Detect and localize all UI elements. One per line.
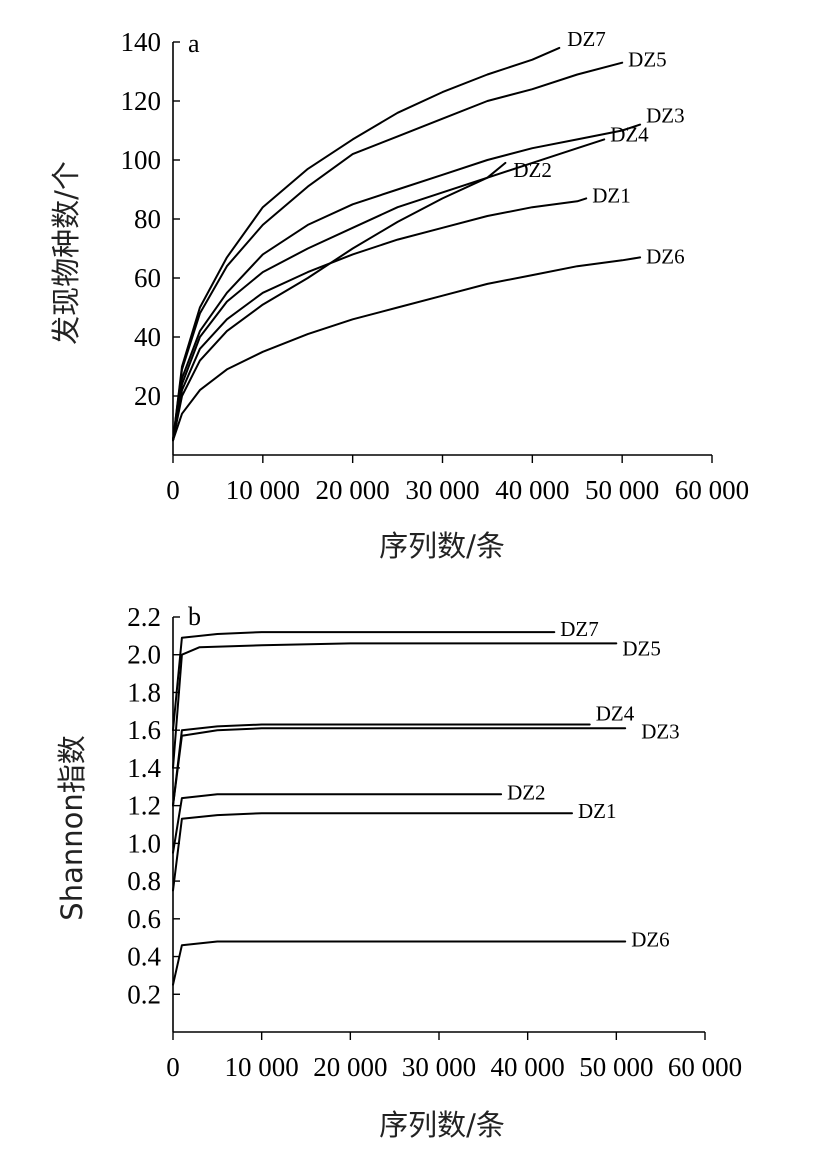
panel-b-series-line-dz3: [172, 727, 627, 807]
panel-b-y-tick-label: 0.8: [127, 866, 161, 896]
panel-a-series-line-dz4: [172, 138, 606, 442]
panel-b-y-tick-label: 1.6: [127, 715, 161, 745]
panel-a-y-tick-label: 60: [134, 263, 161, 293]
panel-a-series-line-dz7: [172, 46, 561, 442]
panel-b-x-ticks: 0 10 000 20 000 30 000 40 000 50 000 60 000: [166, 1032, 742, 1082]
panel-a-y-ticks: 20 40 60 80 100 120 140: [121, 27, 180, 411]
panel-b-shannon-chart: b 序列数/条 Shannon指数 0.2 0.4 0.6 0.8 1.0 1.2 1.4 1…: [55, 602, 742, 1142]
panel-a-series-line-dz3: [172, 123, 642, 442]
panel-a-x-tick-label: 60 000: [675, 475, 749, 505]
panel-a-series-label-dz1: DZ1: [592, 183, 631, 207]
panel-b-y-tick-label: 2.0: [127, 640, 161, 670]
panel-b-x-tick-label: 0: [166, 1052, 180, 1082]
panel-b-series-label-dz4: DZ4: [596, 702, 635, 726]
panel-a-y-tick-label: 100: [121, 145, 162, 175]
panel-b-x-tick-label: 50 000: [579, 1052, 653, 1082]
panel-a-x-tick-label: 0: [166, 475, 180, 505]
panel-a-series-label-dz4: DZ4: [610, 122, 649, 146]
panel-a-series-label-dz6: DZ6: [646, 244, 685, 268]
panel-b-y-tick-label: 0.6: [127, 904, 161, 934]
panel-b-x-tick-label: 40 000: [491, 1052, 565, 1082]
panel-a-y-axis-title: 发现物种数/个: [49, 161, 83, 345]
panel-b-series-label-dz3: DZ3: [641, 719, 680, 743]
panel-a-x-tick-label: 20 000: [316, 475, 390, 505]
panel-a-x-tick-label: 30 000: [405, 475, 479, 505]
panel-b-x-tick-label: 10 000: [225, 1052, 299, 1082]
panel-b-x-tick-label: 30 000: [402, 1052, 476, 1082]
panel-a-series-line-dz1: [172, 197, 588, 442]
panel-a-x-tick-label: 50 000: [585, 475, 659, 505]
panel-b-series-line-dz5: [172, 642, 618, 769]
panel-b-x-axis-title: 序列数/条: [379, 1108, 505, 1142]
panel-b-y-tick-label: 1.0: [127, 828, 161, 858]
panel-b-y-tick-label: 2.2: [127, 602, 161, 632]
panel-a-series-label-dz2: DZ2: [513, 158, 552, 182]
panel-b-label: b: [188, 602, 201, 631]
panel-a-y-tick-label: 140: [121, 27, 162, 57]
panel-a-y-tick-label: 80: [134, 204, 161, 234]
panel-a-label: a: [188, 29, 200, 58]
panel-a-y-tick-label: 40: [134, 322, 161, 352]
panel-b-y-tick-label: 1.8: [127, 677, 161, 707]
panel-b-y-tick-label: 1.4: [127, 753, 161, 783]
panel-b-series-label-dz1: DZ1: [578, 799, 617, 823]
panel-b-y-tick-label: 0.2: [127, 979, 161, 1009]
panel-b-series-line-dz7: [172, 631, 556, 732]
panel-b-series-line-dz4: [172, 723, 591, 807]
panel-a-series-label-dz3: DZ3: [646, 104, 685, 128]
panel-a-x-tick-label: 10 000: [226, 475, 300, 505]
panel-a-series-label-dz7: DZ7: [567, 27, 606, 51]
panel-b-y-tick-label: 1.2: [127, 791, 161, 821]
panel-b-x-tick-label: 60 000: [668, 1052, 742, 1082]
panel-b-series-line-dz2: [172, 793, 503, 854]
panel-a-series-line-dz2: [172, 161, 507, 442]
panel-b-series-label-dz5: DZ5: [622, 636, 661, 660]
panel-a-y-tick-label: 120: [121, 86, 162, 116]
panel-a-x-axis-title: 序列数/条: [379, 529, 505, 563]
panel-b-series-label-dz7: DZ7: [560, 617, 599, 641]
panel-b-x-tick-label: 20 000: [313, 1052, 387, 1082]
panel-b-series-label-dz2: DZ2: [507, 780, 545, 804]
panel-b-y-tick-label: 0.4: [127, 942, 161, 972]
panel-a-series-label-dz5: DZ5: [628, 48, 667, 72]
panel-a-y-tick-label: 20: [134, 381, 161, 411]
panel-b-series-label-dz6: DZ6: [631, 927, 670, 951]
panel-a-x-tick-label: 40 000: [495, 475, 569, 505]
panel-a-series-line-dz5: [172, 61, 624, 442]
panel-b-y-axis-title: Shannon指数: [55, 735, 89, 920]
panel-a-series-line-dz6: [172, 256, 642, 442]
panel-a-x-ticks: 0 10 000 20 000 30 000 40 000 50 000 60 000: [166, 455, 749, 505]
panel-b-series-line-dz1: [172, 812, 573, 892]
panel-b-series-line-dz6: [172, 940, 627, 986]
panel-a-species-chart: a 序列数/条 发现物种数/个 20 40 60 80 100 120 140 0 10 00…: [49, 27, 749, 563]
